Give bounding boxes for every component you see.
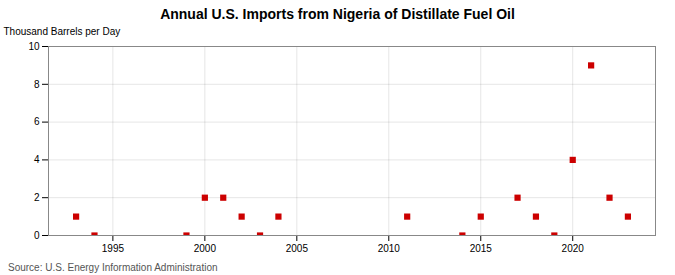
svg-text:2: 2 — [34, 192, 40, 203]
svg-text:4: 4 — [34, 154, 40, 165]
svg-text:2015: 2015 — [470, 243, 493, 254]
html-text:Source: U.S. Energy Informatio: Source: U.S. Energy Information Administ… — [8, 262, 218, 273]
svg-text:2010: 2010 — [378, 243, 401, 254]
svg-text:10: 10 — [28, 41, 40, 52]
html-text:Annual U.S. Imports from Niger: Annual U.S. Imports from Nigeria of Dist… — [160, 6, 515, 22]
svg-text:1995: 1995 — [102, 243, 125, 254]
svg-text:2020: 2020 — [562, 243, 585, 254]
svg-text:6: 6 — [34, 116, 40, 127]
svg-text:2005: 2005 — [286, 243, 309, 254]
svg-text:2000: 2000 — [194, 243, 217, 254]
svg-text:Thousand Barrels per Day: Thousand Barrels per Day — [4, 26, 121, 37]
svg-text:8: 8 — [34, 79, 40, 90]
svg-text:0: 0 — [34, 230, 40, 241]
